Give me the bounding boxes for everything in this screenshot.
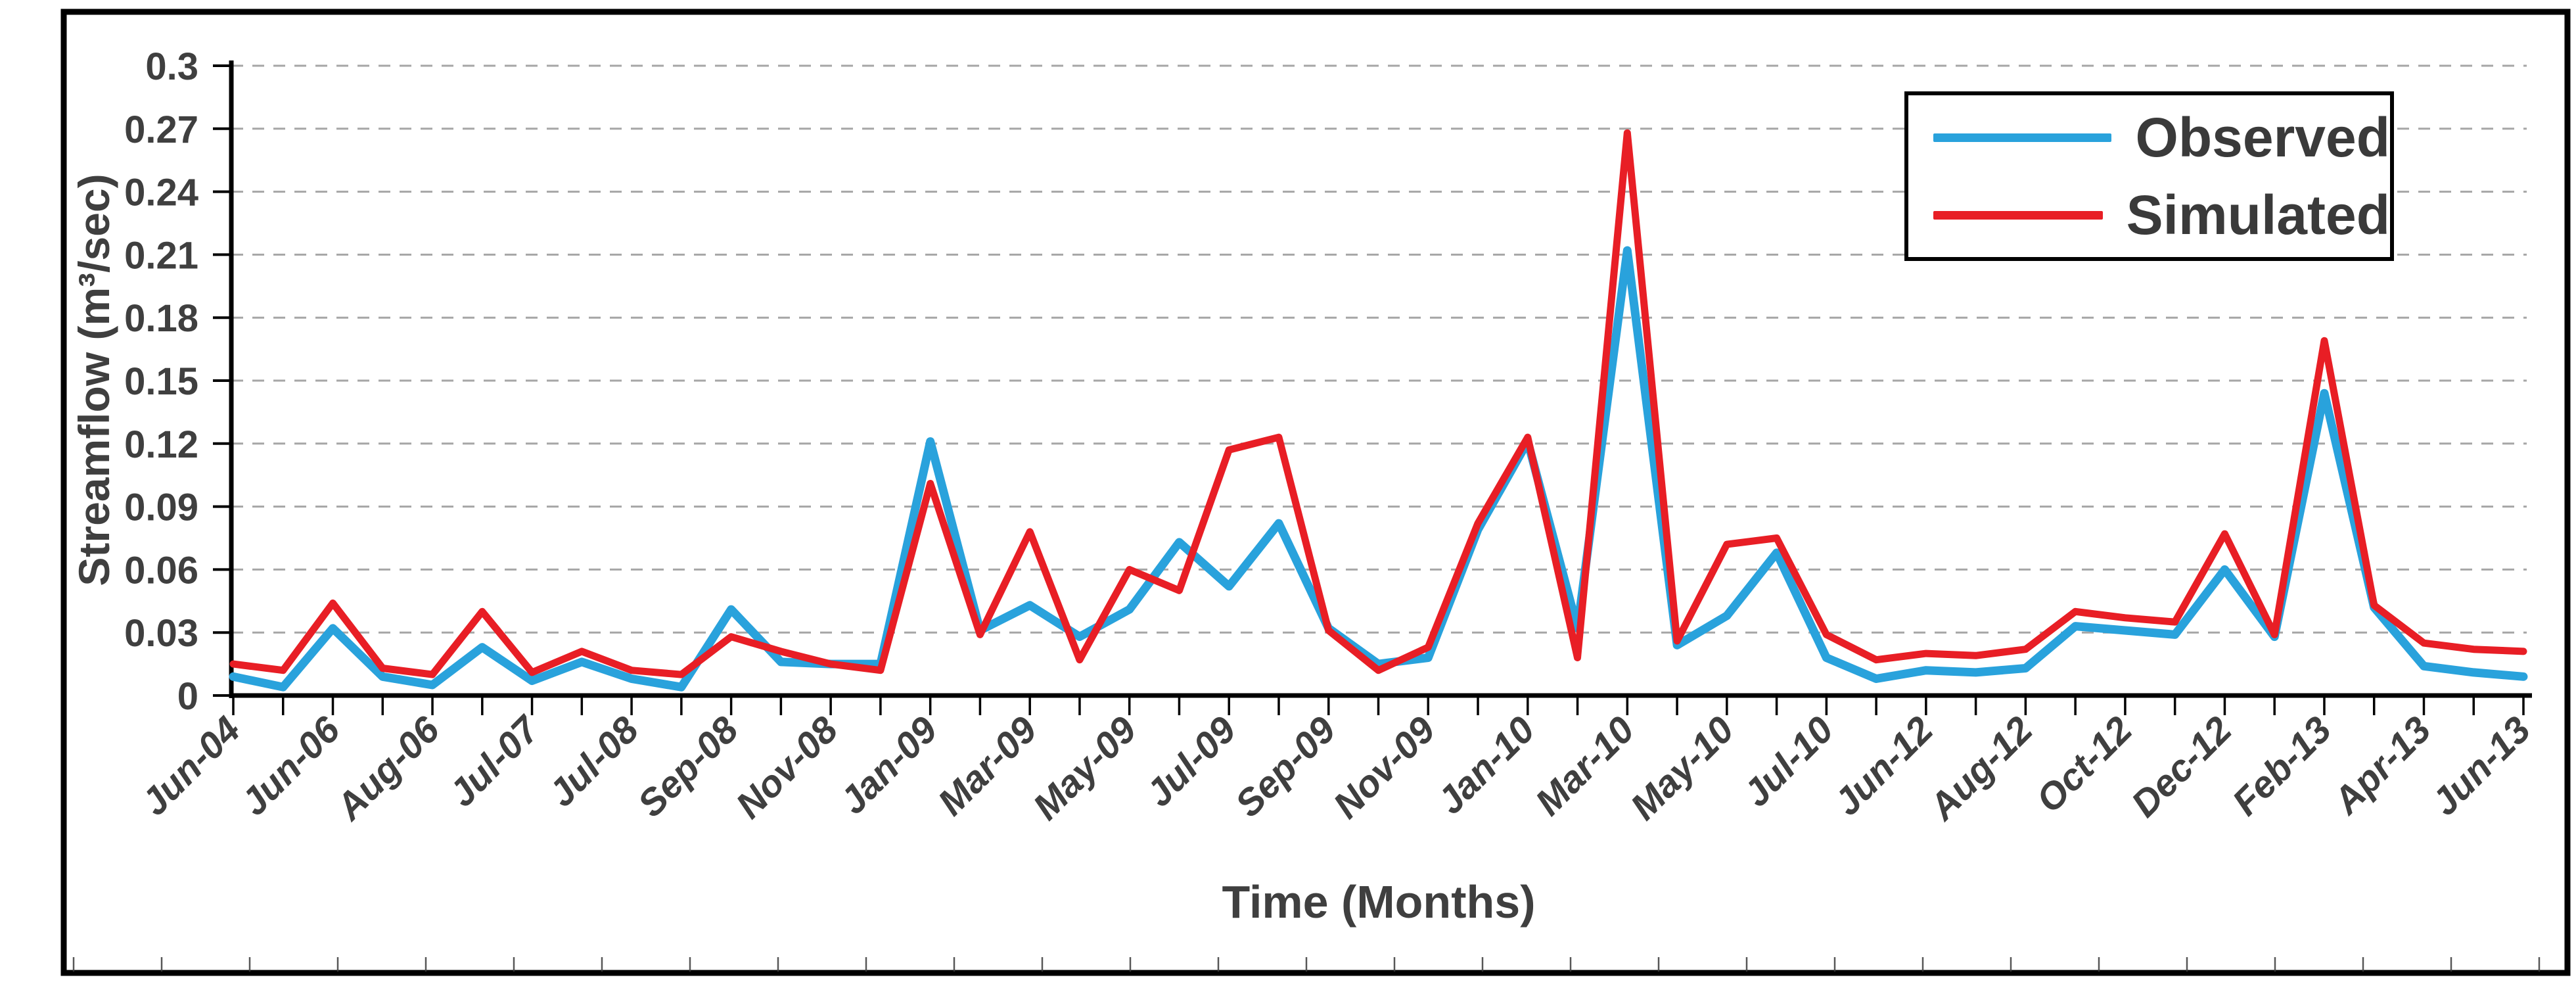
- x-tick-label: Sep-08: [630, 709, 747, 826]
- x-tick-label: Nov-09: [1325, 709, 1444, 827]
- y-tick-label: 0.27: [124, 108, 198, 151]
- x-tick-label: Apr-13: [2324, 709, 2439, 824]
- simulated-line: [229, 129, 2527, 678]
- x-tick-label: Mar-09: [930, 709, 1045, 824]
- x-tick-label: May-10: [1622, 709, 1742, 828]
- x-tick-label: May-09: [1025, 709, 1145, 828]
- y-tick-label: 0: [177, 675, 198, 718]
- x-tick-label: Jun-12: [1826, 709, 1941, 824]
- legend: Observed Simulated: [1904, 91, 2394, 261]
- y-tick-label: 0.12: [124, 423, 198, 466]
- x-tick-label: Jul-07: [441, 707, 548, 814]
- x-tick-label: Jun-13: [2424, 709, 2539, 824]
- x-tick-label: Aug-06: [327, 709, 448, 829]
- y-tick-label: 0.21: [124, 234, 198, 277]
- x-tick-label: Jul-10: [1736, 709, 1842, 815]
- y-tick-label: 0.06: [124, 549, 198, 592]
- y-tick-label: 0.09: [124, 486, 198, 529]
- x-tick-label: Jul-08: [541, 709, 647, 815]
- x-tick-label: Jun-04: [133, 709, 248, 824]
- legend-label-simulated: Simulated: [2126, 184, 2390, 246]
- y-tick-label: 0.24: [124, 172, 198, 214]
- legend-item-observed: Observed: [1933, 110, 2390, 165]
- x-tick-label: Jan-09: [832, 709, 946, 822]
- y-tick-label: 0.15: [124, 360, 198, 403]
- x-tick-label: Jul-09: [1138, 709, 1245, 815]
- x-tick-label: Jun-06: [233, 709, 348, 824]
- legend-label-observed: Observed: [2135, 106, 2390, 168]
- x-axis-title: Time (Months): [1222, 876, 1536, 928]
- y-tick-label: 0.18: [124, 297, 198, 340]
- simulated-line-swatch: [1933, 210, 2103, 220]
- x-tick-label: Sep-09: [1228, 709, 1345, 826]
- observed-line: [229, 246, 2528, 692]
- x-tick-label: Feb-13: [2224, 709, 2339, 824]
- observed-line-swatch: [1933, 133, 2112, 142]
- x-tick-label: Dec-12: [2123, 709, 2240, 826]
- legend-item-simulated: Simulated: [1933, 187, 2390, 243]
- x-tick-label: Mar-10: [1527, 709, 1642, 824]
- figure-border: [60, 9, 2571, 976]
- x-tick-label: Jan-10: [1429, 709, 1543, 822]
- x-tick-label: Aug-12: [1920, 709, 2040, 829]
- y-axis-title: Streamflow (m³/sec): [70, 174, 118, 586]
- y-tick-label: 0.3: [145, 45, 198, 88]
- x-tick-label: Nov-08: [728, 709, 846, 827]
- x-tick-label: Oct-12: [2028, 709, 2140, 821]
- y-tick-label: 0.03: [124, 612, 198, 655]
